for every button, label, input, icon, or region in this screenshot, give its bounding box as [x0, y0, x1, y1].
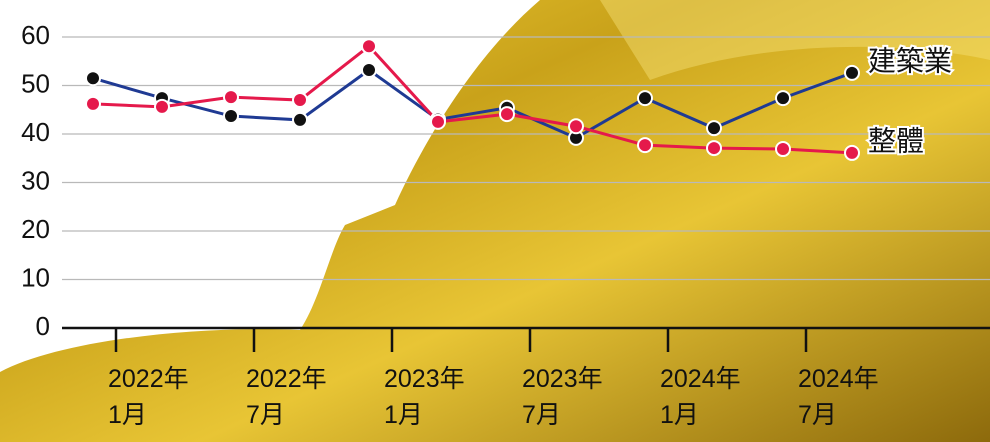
- data-point: [845, 146, 859, 160]
- data-point: [224, 109, 238, 123]
- data-point: [362, 63, 376, 77]
- data-point: [86, 97, 100, 111]
- data-point: [293, 113, 307, 127]
- y-tick-label: 30: [21, 165, 50, 195]
- data-point: [224, 90, 238, 104]
- series-label: 建築業: [868, 45, 952, 76]
- data-point: [776, 142, 790, 156]
- data-point: [569, 119, 583, 133]
- data-point: [362, 39, 376, 53]
- data-point: [707, 141, 721, 155]
- data-point: [431, 115, 445, 129]
- y-tick-label: 60: [21, 20, 50, 50]
- series-label: 整體: [868, 125, 924, 156]
- data-point: [155, 100, 169, 114]
- data-point: [776, 91, 790, 105]
- y-tick-label: 40: [21, 117, 50, 147]
- data-point: [500, 107, 514, 121]
- chart: 01020304050602022年1月2022年7月2023年1月2023年7…: [0, 0, 990, 442]
- page: {"chart_data": {"type": "line", "x": ["2…: [0, 0, 990, 442]
- y-tick-label: 0: [36, 311, 50, 341]
- data-point: [707, 121, 721, 135]
- y-tick-label: 50: [21, 68, 50, 98]
- data-point: [638, 91, 652, 105]
- data-point: [845, 66, 859, 80]
- y-tick-label: 20: [21, 214, 50, 244]
- y-tick-label: 10: [21, 262, 50, 292]
- data-point: [86, 71, 100, 85]
- data-point: [638, 138, 652, 152]
- data-point: [293, 93, 307, 107]
